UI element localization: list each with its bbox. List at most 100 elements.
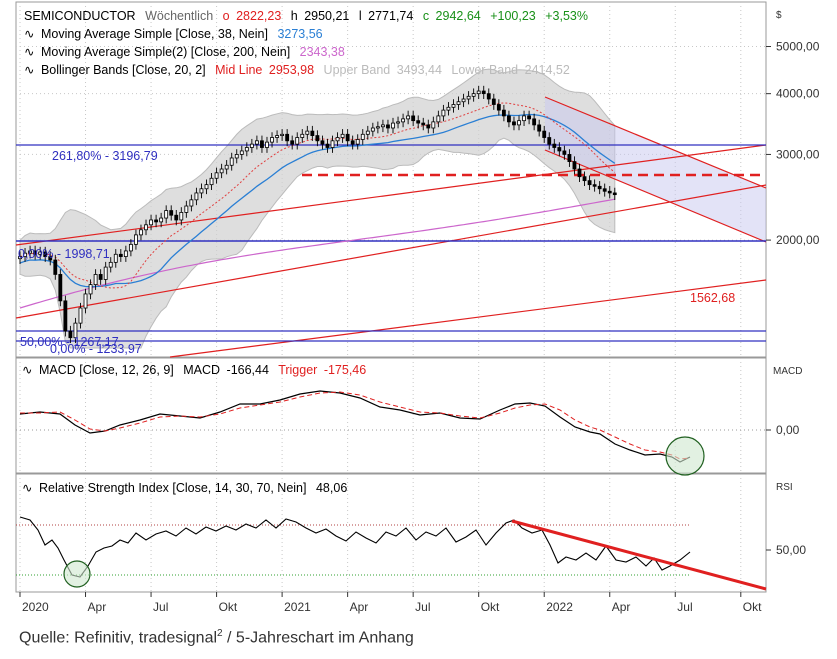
macd-highlight-circle xyxy=(665,436,705,476)
x-tick-label: Apr xyxy=(612,600,631,614)
x-tick-label: Jul xyxy=(153,600,168,614)
candle-body xyxy=(33,250,38,255)
candle-body xyxy=(43,251,48,257)
y-tick-label: 5000,00 xyxy=(776,40,820,54)
candle-body xyxy=(416,120,421,124)
candle-body xyxy=(174,214,179,221)
candle-body xyxy=(78,307,83,324)
currency-label: $ xyxy=(776,10,782,21)
candle-body xyxy=(507,115,511,123)
x-tick-label: 2021 xyxy=(284,600,311,614)
candle-body xyxy=(532,118,537,126)
candle-body xyxy=(265,141,269,148)
candle-body xyxy=(567,154,572,162)
candle-body xyxy=(370,127,375,132)
candle-body xyxy=(441,109,446,117)
fib-label-261: 261,80% - 3196,79 xyxy=(52,149,158,163)
rsi-line xyxy=(19,516,691,578)
candle-body xyxy=(431,121,436,129)
candle-body xyxy=(164,210,169,219)
candle-body xyxy=(98,274,103,280)
x-tick-label: Jul xyxy=(415,600,430,614)
candle-body xyxy=(73,322,78,339)
candle-body xyxy=(108,261,113,268)
candle-body xyxy=(113,253,118,263)
bollinger-band xyxy=(19,68,616,349)
fib-label-1998: 0,00% - 1998,71 xyxy=(18,247,110,261)
rsi-axis-label: RSI xyxy=(776,482,793,493)
x-tick-label: Apr xyxy=(350,600,369,614)
candle-body xyxy=(517,120,521,126)
candle-body xyxy=(320,140,325,145)
candle-body xyxy=(381,124,385,128)
candle-body xyxy=(270,137,274,143)
chart-svg: SEMICONDUCTOR Wöchentlich o 2822,23 h 29… xyxy=(15,1,820,614)
candle-body xyxy=(486,93,491,100)
candle-body xyxy=(562,150,567,155)
candle-body xyxy=(118,253,123,257)
candle-body xyxy=(345,133,350,142)
candle-body xyxy=(310,130,315,136)
candle-body xyxy=(103,266,108,280)
candle-body xyxy=(184,205,189,213)
candle-body xyxy=(83,293,88,309)
candle-body xyxy=(254,140,259,145)
candle-body xyxy=(612,192,617,196)
x-tick-label: Okt xyxy=(743,600,762,614)
candle-body xyxy=(421,122,426,126)
rsi-highlight-circle xyxy=(63,560,91,588)
candle-body xyxy=(587,180,592,186)
candle-body xyxy=(396,121,400,124)
ma200-line xyxy=(19,198,615,309)
channel-bottom xyxy=(544,149,767,243)
candles xyxy=(18,85,617,344)
candle-body xyxy=(335,137,340,142)
candle-body xyxy=(466,95,471,100)
candle-body xyxy=(406,115,411,120)
candle-body xyxy=(355,139,360,145)
candle-body xyxy=(234,154,239,159)
candle-body xyxy=(512,121,516,126)
channel-top xyxy=(544,96,767,189)
candle-body xyxy=(577,168,582,178)
candle-body xyxy=(199,188,204,194)
candle-body xyxy=(537,124,542,132)
candle-body xyxy=(471,93,476,97)
macd-trigger-line xyxy=(20,391,691,460)
candle-body xyxy=(144,224,148,231)
candle-body xyxy=(496,104,501,111)
candle-body xyxy=(189,199,194,207)
candle-body xyxy=(239,150,244,155)
candle-body xyxy=(401,118,405,123)
candle-body xyxy=(547,137,552,145)
candle-body xyxy=(194,192,199,201)
legend-title-row: SEMICONDUCTOR Wöchentlich o 2822,23 h 29… xyxy=(24,9,588,23)
candle-body xyxy=(18,256,22,260)
candle-body xyxy=(149,219,153,226)
candle-body xyxy=(63,300,68,332)
candle-body xyxy=(436,115,441,123)
rsi-legend: ∿ Relative Strength Index [Close, 14, 30… xyxy=(22,481,347,495)
macd-legend: ∿ MACD [Close, 12, 26, 9] MACD -166,44 T… xyxy=(22,363,366,377)
candle-body xyxy=(23,252,27,257)
candle-body xyxy=(134,234,138,245)
x-tick-label: 2022 xyxy=(546,600,573,614)
candle-body xyxy=(123,250,128,257)
y-axis-ticks: 5000,00 4000,00 3000,00 2000,00 xyxy=(766,40,820,247)
candle-body xyxy=(350,140,355,145)
candle-body xyxy=(290,140,295,145)
ma38-line xyxy=(19,113,616,288)
candle-body xyxy=(411,115,416,122)
candle-body xyxy=(128,243,133,252)
y-tick-label: 4000,00 xyxy=(776,87,820,101)
candle-body xyxy=(365,130,370,135)
x-tick-label: Jul xyxy=(677,600,692,614)
macd-line xyxy=(19,390,691,463)
candle-body xyxy=(375,126,380,129)
candle-body xyxy=(260,140,264,148)
candle-body xyxy=(592,184,597,187)
candle-body xyxy=(300,133,305,138)
candle-body xyxy=(446,106,451,111)
legend-ma38: ∿ Moving Average Simple [Close, 38, Nein… xyxy=(24,27,323,41)
candle-body xyxy=(451,104,456,108)
